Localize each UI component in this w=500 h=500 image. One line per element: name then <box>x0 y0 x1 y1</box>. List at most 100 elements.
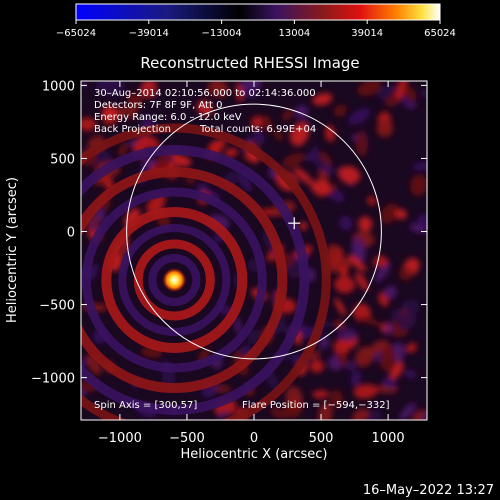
sidelobe-blob <box>238 171 252 192</box>
sidelobe-blob <box>337 352 349 367</box>
sidelobe-blob <box>334 276 356 294</box>
sidelobe-blob <box>412 162 427 171</box>
sidelobe-blob <box>395 81 408 100</box>
sidelobe-blob <box>404 86 417 102</box>
sidelobe-blob <box>330 389 344 408</box>
sidelobe-blob <box>250 115 264 129</box>
y-tick-label: 0 <box>67 226 75 241</box>
sidelobe-ring <box>101 207 248 354</box>
sidelobe-blob <box>358 216 373 232</box>
annotation-energy: Energy Range: 6.0 – 12.0 keV <box>94 112 242 123</box>
solar-limb <box>126 103 382 360</box>
sidelobe-blob <box>311 145 319 153</box>
sidelobe-blob <box>253 129 265 145</box>
y-tick-label: −500 <box>39 299 75 314</box>
x-axis-label: Heliocentric X (arcsec) <box>181 447 328 462</box>
sidelobe-blob <box>399 266 413 281</box>
annotation-spin-axis: Spin Axis = [300,57] <box>94 400 197 411</box>
sidelobe-ring <box>118 224 231 337</box>
annotation-flare-position: Flare Position = [−594,−332] <box>242 400 390 411</box>
source-rings <box>81 123 331 420</box>
sidelobe-blob <box>81 81 89 89</box>
sidelobe-blob <box>334 319 345 330</box>
sidelobe-blob <box>348 108 371 125</box>
sidelobe-blob <box>295 104 309 119</box>
sidelobe-blob <box>334 104 347 117</box>
x-tick-label: 1000 <box>372 431 405 446</box>
sidelobe-blob <box>383 285 398 299</box>
sidelobe-blob <box>380 346 396 372</box>
y-axis-label: Heliocentric Y (arcsec) <box>5 177 20 323</box>
y-tick-label: 500 <box>50 152 75 167</box>
sidelobe-blob <box>274 130 283 142</box>
sidelobe-blob <box>355 272 369 291</box>
sidelobe-blob <box>395 209 407 220</box>
sidelobe-blob <box>351 236 366 263</box>
colorbar-ticks: −65024 −39014 −13004 13004 39014 65024 <box>56 20 456 39</box>
sidelobe-blob <box>289 122 309 147</box>
sidelobe-blob <box>420 88 427 99</box>
sidelobe-blob <box>282 109 294 121</box>
sidelobe-blob <box>410 174 427 196</box>
chart-title: Reconstructed RHESSI Image <box>140 54 359 72</box>
sidelobe-blob <box>118 142 128 158</box>
annotation-counts: Total counts: 6.99E+04 <box>199 124 316 135</box>
sidelobe-blob <box>234 317 242 334</box>
sidelobe-blob <box>247 329 260 345</box>
sidelobe-blob <box>339 264 349 278</box>
sidelobe-blob <box>299 221 308 231</box>
y-tick-label: −1000 <box>31 372 75 387</box>
x-axis: −1000 −500 0 500 1000 <box>98 81 405 446</box>
x-tick-label: 0 <box>250 431 258 446</box>
annotation-method: Back Projection <box>94 124 171 135</box>
sidelobe-blob <box>399 402 416 420</box>
sidelobe-blob <box>337 327 358 342</box>
sidelobe-blob <box>389 361 404 381</box>
x-tick-label: −1000 <box>98 431 142 446</box>
sidelobe-blob <box>319 151 333 167</box>
sidelobe-blob <box>139 134 160 150</box>
sidelobe-blob <box>101 105 119 122</box>
sidelobe-blob <box>365 410 382 420</box>
sidelobe-blob <box>355 346 375 367</box>
sidelobe-ring <box>81 123 331 420</box>
sidelobe-blob <box>282 152 305 168</box>
sidelobe-blob <box>235 82 243 103</box>
sidelobe-blob <box>382 377 397 389</box>
sidelobe-blob <box>285 385 303 409</box>
sidelobe-blob <box>367 196 377 206</box>
annotation-time-range: 30–Aug–2014 02:10:56.000 to 02:14:36.000 <box>94 88 316 99</box>
sidelobe-blob <box>350 370 362 387</box>
sidelobe-blob <box>196 100 213 116</box>
sidelobe-blob <box>409 223 425 233</box>
sidelobe-blob <box>375 261 391 283</box>
sidelobe-blob <box>348 254 367 272</box>
sidelobe-blob <box>405 369 417 379</box>
flare-source <box>162 268 187 293</box>
y-tick-label: 1000 <box>42 79 75 94</box>
sidelobe-blob <box>346 361 357 371</box>
colorbar-tick-label: 65024 <box>424 28 456 39</box>
sidelobe-blob <box>262 114 273 133</box>
colorbar-tick-label: 13004 <box>278 28 310 39</box>
sidelobe-blob <box>224 147 239 158</box>
sidelobe-blob <box>334 297 346 317</box>
sidelobe-blob <box>380 203 399 224</box>
sidelobe-blob <box>81 117 97 131</box>
sidelobe-ring <box>81 167 288 393</box>
sidelobe-ring <box>133 239 215 321</box>
sidelobe-blob <box>318 402 333 420</box>
colorbar-tick-label: −39014 <box>129 28 169 39</box>
sidelobe-ring <box>81 187 267 373</box>
y-axis: −1000 −500 0 500 1000 <box>31 79 427 387</box>
sidelobe-blob <box>140 113 156 125</box>
sidelobe-blob <box>355 131 368 157</box>
sidelobe-blob <box>406 342 417 353</box>
sidelobe-ring <box>148 254 201 307</box>
footer-date: 16–May–2022 13:27 <box>363 483 494 498</box>
sidelobe-blob <box>306 150 317 162</box>
sidelobe-blob <box>333 338 351 356</box>
sidelobe-blob <box>376 120 394 138</box>
sidelobe-blob <box>126 93 143 105</box>
